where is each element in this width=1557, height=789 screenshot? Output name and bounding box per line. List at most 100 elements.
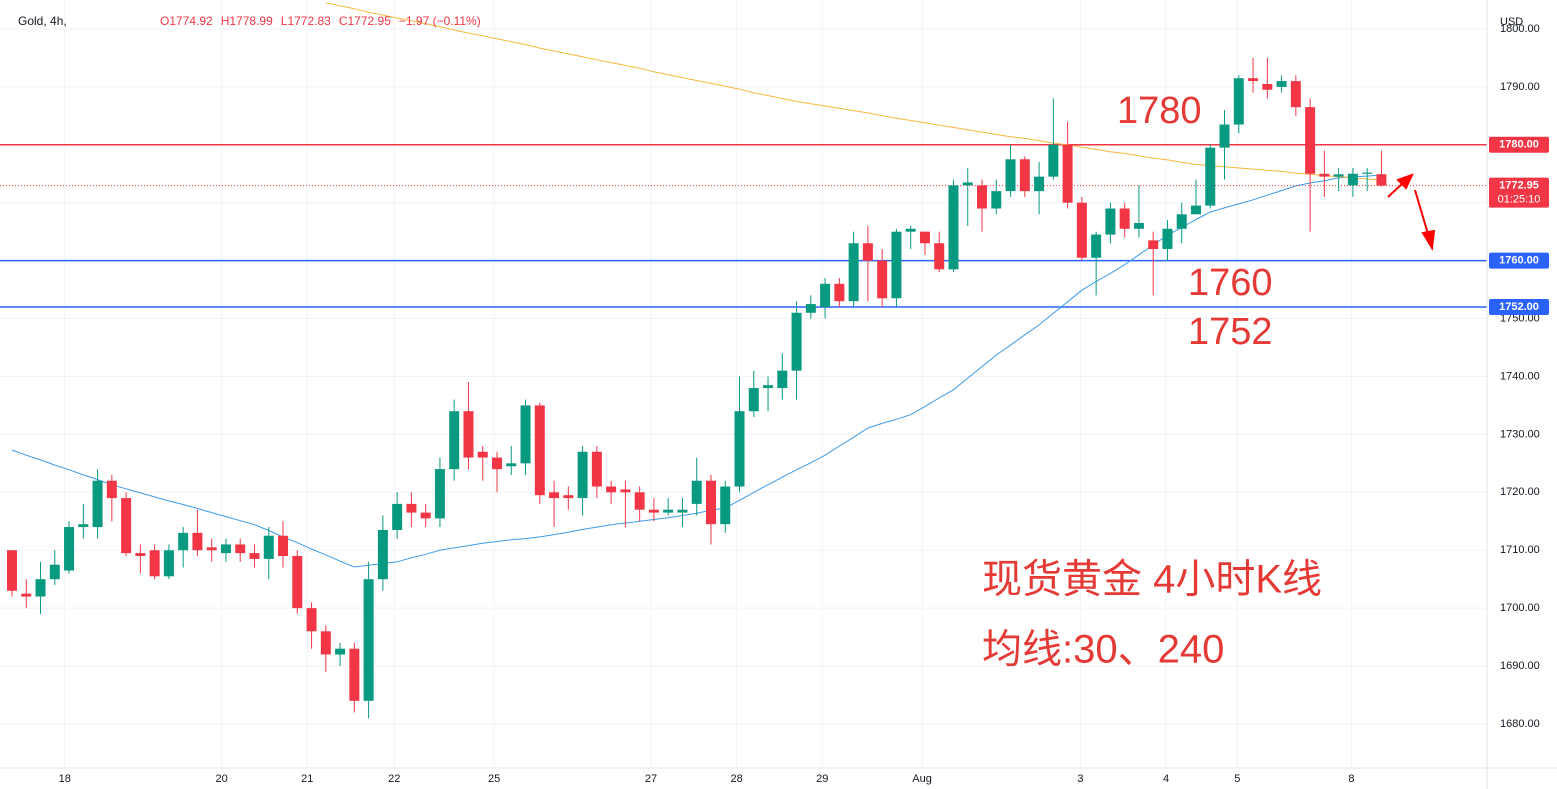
candle-body — [163, 550, 174, 577]
last-price-box — [1489, 177, 1549, 208]
candle-body — [691, 480, 702, 504]
candle-body — [106, 480, 117, 499]
candle-body — [877, 260, 888, 299]
candle-body — [35, 579, 46, 597]
candle-body — [977, 185, 988, 209]
candle-body — [663, 509, 674, 513]
candle-body — [748, 388, 759, 412]
plot — [0, 2, 1487, 719]
candle-body — [862, 243, 873, 261]
candle-body — [78, 524, 89, 528]
candle-body — [620, 489, 631, 493]
x-tick-label: 3 — [1077, 773, 1083, 785]
candle-body — [734, 411, 745, 487]
candle-body — [1034, 176, 1045, 192]
x-tick-label: 8 — [1348, 773, 1354, 785]
ohlc-value: O1774.92 — [160, 14, 213, 28]
candle-body — [406, 503, 417, 513]
candle-body — [1133, 222, 1144, 229]
candle-body — [278, 535, 289, 557]
annotation: 1780 — [1117, 90, 1202, 132]
candle-body — [763, 385, 774, 389]
candle-body — [206, 547, 217, 551]
x-tick-label: 18 — [59, 773, 71, 785]
candle-body — [948, 185, 959, 270]
candle-body — [349, 648, 360, 701]
candle-body — [549, 492, 560, 499]
candle-body — [891, 231, 902, 299]
y-tick-label: 1720.00 — [1500, 486, 1540, 498]
price-label-box — [1489, 136, 1549, 153]
candle-body — [777, 370, 788, 389]
candle-body — [1091, 234, 1102, 258]
candle-body — [1076, 202, 1087, 258]
candle-body — [1233, 78, 1244, 125]
candle-body — [463, 411, 474, 458]
candle-body — [249, 553, 260, 559]
x-tick-label: 21 — [301, 773, 313, 785]
currency: USD — [1500, 16, 1523, 28]
candle-body — [6, 550, 17, 591]
candle-body — [1376, 174, 1387, 186]
candle-body — [320, 631, 331, 655]
arrow — [1414, 189, 1429, 235]
price-label: 1780.00 — [1499, 139, 1539, 151]
candle-body — [1276, 81, 1287, 87]
candle-body — [135, 553, 146, 557]
y-tick-label: 1700.00 — [1500, 602, 1540, 614]
y-tick-label: 1690.00 — [1500, 660, 1540, 672]
candle-body — [534, 405, 545, 496]
candle-body — [377, 529, 388, 580]
candle-body — [392, 503, 403, 530]
candle-body — [92, 480, 103, 528]
candle-body — [178, 532, 189, 551]
annotations: 1780 1760 1752 现货黄金 4小时K线 均线:30、240 — [982, 90, 1322, 672]
candle-body — [577, 451, 588, 499]
candle-body — [991, 191, 1002, 209]
candle-body — [335, 648, 346, 655]
candle-body — [263, 535, 274, 559]
candle-body — [1205, 147, 1216, 206]
candle-body — [420, 512, 431, 519]
candle-body — [820, 283, 831, 307]
candle-body — [192, 532, 203, 551]
candle-body — [1333, 174, 1344, 177]
y-tick-label: 1730.00 — [1500, 428, 1540, 440]
candle-body — [1347, 173, 1358, 186]
ohlc-value: −1.97 (−0.11%) — [399, 14, 481, 28]
candle-body — [848, 243, 859, 302]
arrow — [1387, 182, 1404, 198]
candle-body — [1190, 205, 1201, 215]
axes: 1680.00 1690.00 1700.00 1710.00 1720.00 1730.… — [59, 23, 1549, 785]
candle-body — [1148, 240, 1159, 250]
ohlc-value: H1778.99 — [221, 14, 273, 28]
candle-body — [634, 492, 645, 510]
candle-body — [1262, 83, 1273, 90]
y-tick-label: 1750.00 — [1500, 312, 1540, 324]
candle-body — [1005, 159, 1016, 192]
candle-body — [1290, 81, 1301, 108]
candle-body — [49, 564, 60, 580]
candle-body — [1176, 214, 1187, 229]
candle-body — [563, 495, 574, 499]
candle-body — [591, 451, 602, 487]
candle-body — [520, 405, 531, 464]
candle-body — [506, 463, 517, 467]
candle-body — [121, 498, 132, 554]
candle-body — [919, 231, 930, 244]
y-tick-label: 1790.00 — [1500, 81, 1540, 93]
price-label-box — [1489, 252, 1549, 269]
candle-body — [64, 527, 75, 571]
ohlc-value: C1772.95 — [339, 14, 391, 28]
x-tick-label: Aug — [912, 773, 932, 785]
candle-body — [648, 509, 659, 513]
candle-body — [492, 457, 502, 470]
price-label: 1752.00 — [1499, 301, 1539, 313]
candle-body — [791, 312, 802, 371]
annotation: 均线:30、240 — [982, 628, 1224, 672]
x-tick-label: 4 — [1163, 773, 1169, 785]
candle-body — [1019, 159, 1030, 192]
countdown: 01:25:10 — [1498, 194, 1541, 206]
